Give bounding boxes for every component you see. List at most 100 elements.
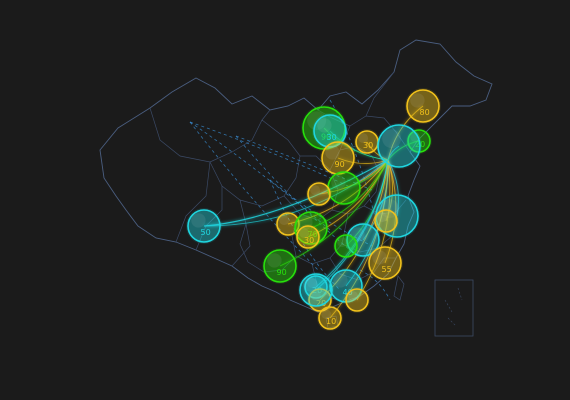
- bubble-highlight: [358, 133, 369, 144]
- bubble-circle: [313, 114, 347, 148]
- bubble-value-label: 40: [343, 288, 353, 297]
- city-bubble[interactable]: [306, 181, 332, 207]
- city-bubble[interactable]: [344, 287, 370, 313]
- city-bubble[interactable]: 80: [405, 88, 441, 124]
- city-bubble[interactable]: 20: [303, 274, 329, 300]
- bubble-halo: [298, 272, 334, 308]
- city-bubble[interactable]: 30: [312, 113, 348, 149]
- bubble-halo: [354, 129, 380, 155]
- bubble-circle: [307, 182, 331, 206]
- bubble-halo: [295, 224, 321, 250]
- bubble-highlight: [299, 228, 310, 239]
- bubble-halo: [328, 268, 364, 304]
- bubble-halo: [326, 170, 362, 206]
- city-bubble[interactable]: [333, 233, 359, 259]
- bubble-value-label: 90: [277, 268, 287, 277]
- bubble-circle: [406, 89, 440, 123]
- bubble-halo: [367, 245, 403, 281]
- city-bubble[interactable]: 90: [320, 140, 356, 176]
- flow-line: [366, 141, 389, 161]
- bubble-highlight: [307, 278, 318, 289]
- flow-line: [310, 159, 389, 229]
- bubble-highlight: [303, 277, 318, 292]
- country-outline: [99, 39, 493, 313]
- bubble-value-label: 90: [321, 133, 331, 142]
- bubble-highlight: [279, 215, 290, 226]
- bubble-halo: [376, 123, 422, 169]
- bubble-circle: [368, 246, 402, 280]
- bubble-halo: [374, 193, 420, 239]
- bubble-halo: [186, 208, 222, 244]
- city-bubble[interactable]: [298, 272, 334, 308]
- bubble-circle: [296, 225, 320, 249]
- bubble-highlight: [372, 250, 387, 265]
- city-bubble[interactable]: [326, 170, 362, 206]
- city-bubble[interactable]: 50: [186, 208, 222, 244]
- bubble-halo: [293, 210, 329, 246]
- city-bubble[interactable]: 10: [317, 305, 343, 331]
- bubble-highlight: [410, 93, 425, 108]
- bubble-circle: [321, 141, 355, 175]
- bubble-circle: [377, 124, 421, 168]
- dashed-route: [189, 121, 331, 231]
- inset-islands: [444, 287, 463, 327]
- flow-line: [203, 159, 389, 227]
- flow-line: [203, 159, 389, 227]
- bubble-circle: [346, 223, 380, 257]
- bubble-halo: [303, 274, 329, 300]
- bubble-highlight: [337, 237, 348, 248]
- dashed-route: [189, 121, 349, 187]
- bubble-circle: [334, 234, 358, 258]
- flow-line: [279, 159, 389, 267]
- flow-line: [387, 105, 424, 161]
- city-bubble[interactable]: [374, 193, 420, 239]
- bubble-circle: [374, 209, 398, 233]
- bubble-circle: [304, 275, 328, 299]
- bubble-value-label: 50: [201, 228, 211, 237]
- flow-line: [287, 159, 389, 225]
- flow-line: [387, 145, 400, 161]
- city-bubble[interactable]: 30: [295, 224, 321, 250]
- bubble-halo: [306, 181, 332, 207]
- bubble-highlight: [382, 129, 402, 149]
- bubble-highlight: [321, 309, 332, 320]
- bubble-halo: [317, 305, 343, 331]
- bubble-value-label: 30: [363, 141, 373, 150]
- bubble-highlight: [267, 253, 282, 268]
- city-bubble[interactable]: [373, 208, 399, 234]
- dashed-route: [269, 179, 373, 247]
- flow-line: [384, 159, 397, 264]
- bubble-halo: [345, 222, 381, 258]
- bubble-value-label: 80: [420, 108, 430, 117]
- bubble-circle: [276, 212, 300, 236]
- bubble-halo: [344, 287, 370, 313]
- dashed-route: [235, 135, 351, 251]
- city-bubble[interactable]: 30: [354, 129, 380, 155]
- dashed-route: [189, 121, 319, 271]
- bubble-highlight: [191, 213, 206, 228]
- bubble-halo: [262, 248, 298, 284]
- bubble-circle: [299, 273, 333, 307]
- city-bubble[interactable]: 40: [328, 268, 364, 304]
- flow-line: [319, 159, 389, 301]
- map-borders: [99, 39, 493, 337]
- bubble-highlight: [348, 291, 359, 302]
- bubble-halo: [320, 140, 356, 176]
- city-bubble[interactable]: 90: [262, 248, 298, 284]
- bubble-highlight: [310, 185, 321, 196]
- bubble-circle: [318, 306, 342, 330]
- bubble-value-label: 90: [335, 160, 345, 169]
- bubble-halo: [333, 233, 359, 259]
- flow-line: [387, 140, 420, 161]
- bubble-highlight: [377, 212, 388, 223]
- bubble-circle: [263, 249, 297, 283]
- bubble-circle: [187, 209, 221, 243]
- bubble-halo: [312, 113, 348, 149]
- bubble-highlight: [333, 273, 348, 288]
- city-bubble[interactable]: 55: [367, 245, 403, 281]
- bubble-value-label: 10: [326, 317, 336, 326]
- city-bubble[interactable]: [376, 123, 422, 169]
